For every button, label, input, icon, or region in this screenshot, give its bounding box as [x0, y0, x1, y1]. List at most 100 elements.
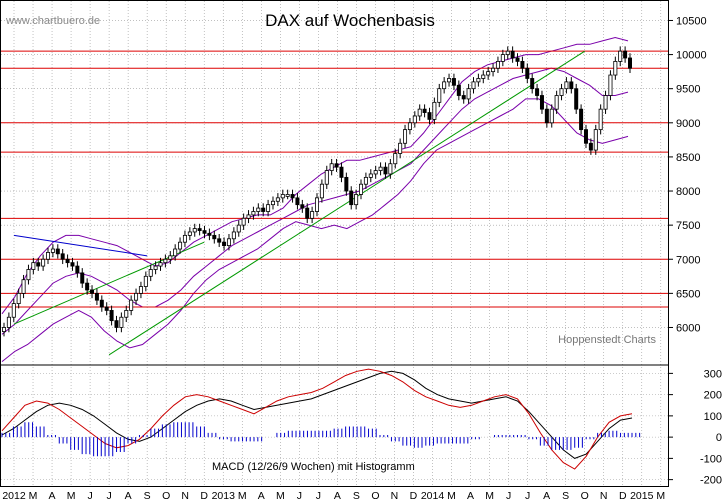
macd-title: MACD (12/26/9 Wochen) mit Histogramm: [212, 461, 415, 473]
candle-body: [525, 67, 530, 79]
x-tick-label: O: [162, 490, 170, 502]
price-tick-label: 7500: [676, 220, 700, 232]
candle-body: [197, 228, 202, 231]
x-tick-label: A: [334, 490, 341, 502]
candle-body: [329, 163, 334, 171]
candle-body: [138, 286, 143, 294]
macd-axis: -200 -100 0 100 200 300: [668, 368, 722, 487]
x-tick-label: M: [656, 490, 665, 502]
price-tick-label: 8000: [676, 186, 700, 198]
candle-body: [378, 166, 383, 171]
price-candles: [2, 46, 633, 337]
candle-body: [383, 166, 388, 175]
candle-body: [451, 78, 456, 86]
price-axis: 6000 6500 7000 7500 8000 8500 9000 9500 10000 105…: [668, 15, 707, 334]
candle-body: [256, 207, 261, 212]
candle-body: [500, 54, 505, 62]
support-resistance-lines: [1, 50, 668, 308]
x-tick-label: S: [562, 490, 569, 502]
candle-body: [251, 211, 256, 216]
candle-body: [559, 88, 564, 96]
candle-body: [398, 142, 403, 154]
candle-body: [182, 234, 187, 243]
candle-body: [339, 166, 344, 178]
candle-body: [437, 88, 442, 103]
candle-body: [583, 129, 588, 144]
macd-tick-label: 100: [704, 411, 722, 423]
candle-body: [593, 129, 598, 151]
candle-body: [90, 289, 95, 294]
macd-series-line: [1, 370, 633, 459]
x-tick-label: N: [600, 490, 608, 502]
candle-body: [16, 292, 21, 304]
x-tick-label: D: [200, 490, 208, 502]
x-tick-label: 2015: [630, 490, 654, 502]
candle-body: [65, 258, 70, 264]
x-tick-label: M: [29, 490, 38, 502]
candle-body: [75, 265, 80, 274]
candle-body: [217, 238, 222, 243]
x-tick-label: M: [276, 490, 285, 502]
candle-body: [466, 88, 471, 100]
x-tick-label: O: [371, 490, 379, 502]
candle-body: [549, 108, 554, 124]
candle-body: [129, 299, 134, 311]
candle-body: [270, 200, 275, 206]
candle-body: [290, 194, 295, 199]
candle-body: [212, 234, 217, 240]
candle-body: [11, 303, 16, 318]
bollinger-lower: [1, 98, 629, 362]
macd-tick-label: 0: [716, 432, 722, 444]
x-tick-label: J: [525, 490, 530, 502]
candle-body: [515, 57, 520, 62]
candle-body: [447, 78, 452, 83]
candle-body: [618, 50, 623, 62]
candle-body: [143, 275, 148, 287]
candle-body: [94, 292, 99, 301]
candle-body: [310, 211, 315, 219]
x-tick-label: A: [543, 490, 550, 502]
x-tick-label: A: [467, 490, 474, 502]
x-tick-label: M: [447, 490, 456, 502]
candle-body: [495, 61, 500, 69]
candle-body: [246, 214, 251, 219]
candle-body: [608, 74, 613, 96]
macd-tick-label: -200: [700, 475, 722, 487]
x-tick-label: J: [106, 490, 111, 502]
candle-body: [544, 108, 549, 124]
x-tick-label: O: [581, 490, 589, 502]
blue-downtrend: [13, 234, 148, 257]
x-tick-label: J: [506, 490, 511, 502]
candle-body: [60, 253, 65, 260]
x-tick-label: A: [49, 490, 56, 502]
candle-body: [491, 67, 496, 73]
candle-body: [314, 197, 319, 212]
candle-body: [403, 129, 408, 144]
candle-body: [187, 231, 192, 236]
x-tick-label: A: [258, 490, 265, 502]
candle-body: [613, 61, 618, 76]
candle-body: [6, 316, 11, 328]
x-tick-label: D: [410, 490, 418, 502]
candle-body: [505, 50, 510, 55]
bollinger-upper: [1, 36, 629, 315]
candle-body: [148, 269, 153, 277]
x-tick-label: N: [181, 490, 189, 502]
candle-body: [158, 262, 163, 267]
candle-body: [41, 258, 46, 267]
candle-body: [461, 95, 466, 100]
candle-body: [373, 170, 378, 175]
green-uptrend-1: [108, 50, 585, 356]
x-tick-label: J: [316, 490, 321, 502]
macd-tick-label: -100: [700, 453, 722, 465]
candle-body: [324, 170, 329, 185]
candle-body: [119, 316, 124, 328]
source-note: Hoppenstedt Charts: [558, 334, 656, 346]
candle-body: [192, 228, 197, 233]
candle-body: [104, 306, 109, 311]
price-tick-label: 6500: [676, 288, 700, 300]
price-tick-label: 9500: [676, 84, 700, 96]
candle-body: [275, 197, 280, 202]
candle-body: [173, 248, 178, 257]
